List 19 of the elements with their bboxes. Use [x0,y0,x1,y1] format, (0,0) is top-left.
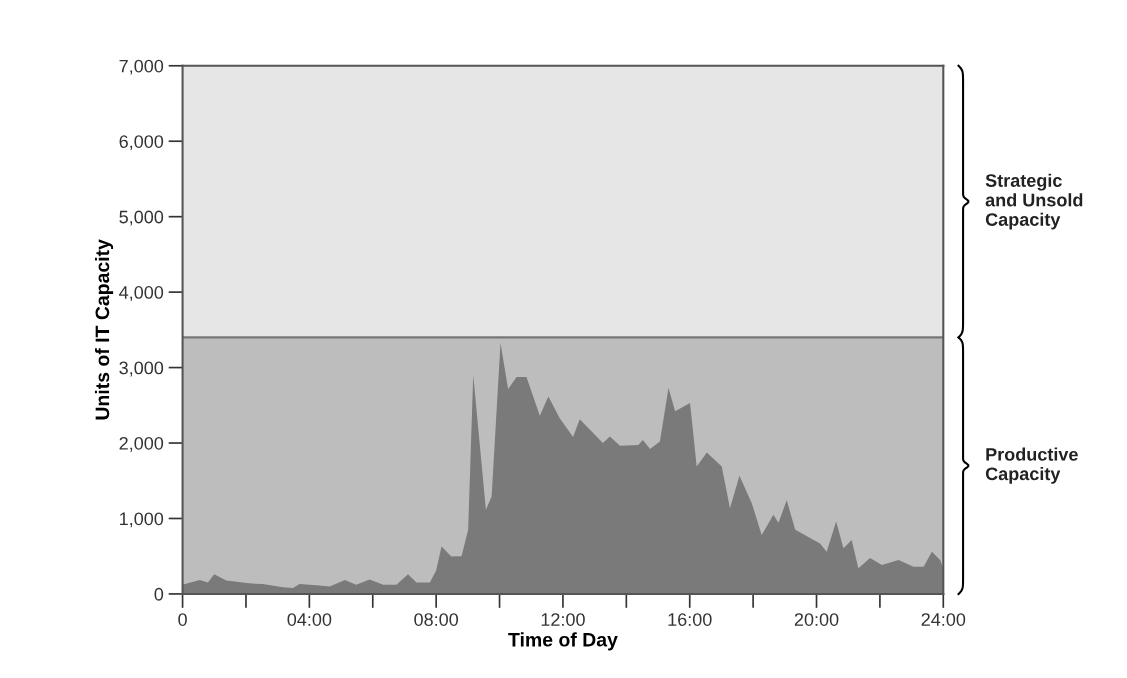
y-tick-label: 1,000 [120,512,164,528]
y-axis-title: Units of IT Capacity [94,239,114,420]
x-tick-label: 24:00 [921,613,966,626]
y-tick-label: 3,000 [119,361,164,377]
x-tick-label: 12:00 [541,613,585,626]
x-tick-label: 20:00 [794,613,839,626]
y-tick-label: 4,000 [119,286,164,301]
band-label: Productive Capacity [985,447,1078,484]
y-tick-label: 7,000 [119,59,164,75]
y-tick-label: 2,000 [119,436,164,452]
x-tick-label: 16:00 [668,613,712,626]
x-tick-label: 08:00 [414,613,459,626]
x-axis-title: Time of Day [508,632,618,651]
x-tick-label: 04:00 [287,613,332,626]
x-tick-label: 0 [178,613,187,626]
y-tick-label: 5,000 [119,210,164,226]
band-label: Strategic and Unsold Capacity [985,173,1083,230]
y-tick-label: 0 [154,587,164,601]
y-tick-label: 6,000 [119,135,164,151]
